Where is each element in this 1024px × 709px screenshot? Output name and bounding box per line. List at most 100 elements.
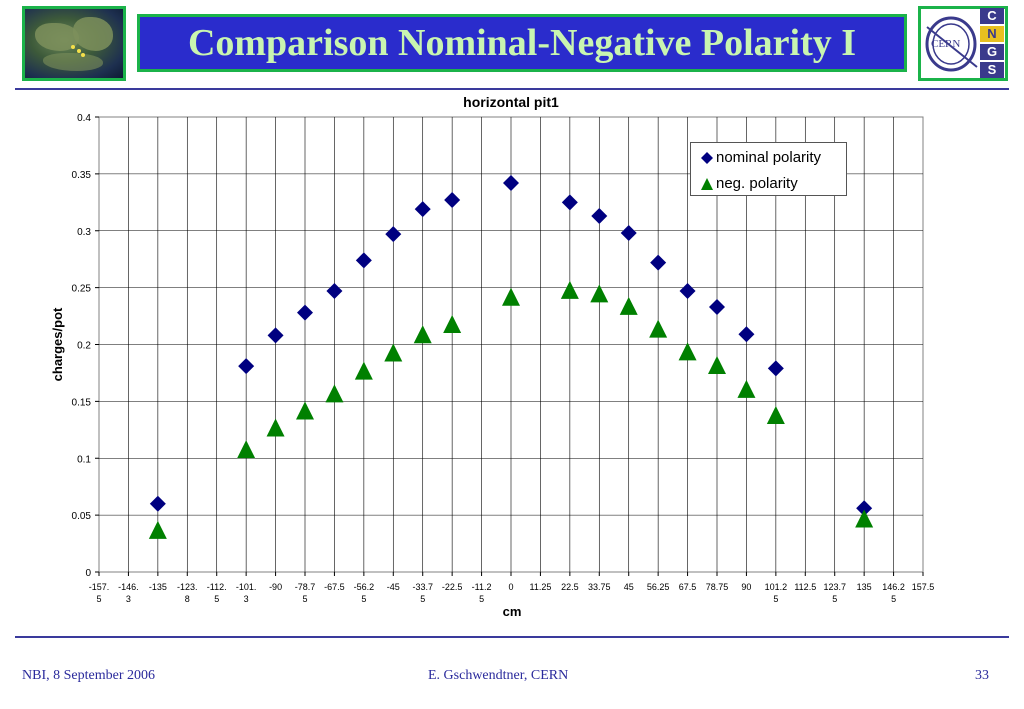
- legend-item-nominal: nominal polarity: [701, 149, 821, 166]
- negative-polarity-point: [619, 296, 638, 315]
- cngs-letter: N: [980, 26, 1004, 42]
- x-tick-label: 0: [508, 582, 513, 592]
- nominal-polarity-point: [385, 226, 402, 243]
- x-tick-label: 67.5: [679, 582, 697, 592]
- nominal-polarity-point: [414, 201, 431, 218]
- cngs-letter: C: [980, 8, 1004, 24]
- y-tick-label: 0.35: [72, 170, 92, 181]
- x-tick-label: -123. 8: [177, 582, 198, 604]
- nominal-polarity-point: [149, 495, 166, 512]
- legend-item-negative: neg. polarity: [701, 175, 798, 192]
- x-tick-label: -45: [387, 582, 400, 592]
- x-tick-label: -101. 3: [236, 582, 257, 604]
- x-tick-label: -56.2 5: [354, 582, 375, 604]
- negative-polarity-point: [678, 342, 697, 361]
- x-tick-label: 22.5: [561, 582, 579, 592]
- nominal-polarity-point: [297, 304, 313, 321]
- nominal-polarity-point: [355, 252, 372, 269]
- nominal-polarity-point: [856, 500, 873, 517]
- nominal-polarity-point: [620, 225, 637, 242]
- y-axis-label: charges/pot: [50, 307, 65, 381]
- negative-polarity-point: [443, 315, 462, 334]
- negative-polarity-point: [649, 319, 668, 338]
- y-tick-label: 0.15: [72, 397, 92, 408]
- negative-polarity-point: [266, 418, 285, 437]
- y-tick-label: 0.1: [77, 454, 91, 465]
- y-tick-label: 0.2: [77, 341, 91, 352]
- x-tick-label: 123.7 5: [823, 582, 846, 604]
- nominal-polarity-point: [767, 360, 784, 377]
- y-tick-label: 0: [85, 568, 91, 579]
- nominal-polarity-point: [238, 358, 255, 375]
- x-tick-label: -11.2 5: [472, 582, 492, 604]
- negative-polarity-point: [708, 355, 726, 374]
- x-tick-label: -33.7 5: [412, 582, 433, 604]
- footer-divider: [15, 636, 1009, 638]
- x-tick-label: -112. 5: [207, 582, 227, 604]
- x-tick-label: -157. 5: [89, 582, 110, 604]
- x-tick-label: -90: [269, 582, 282, 592]
- nominal-polarity-point: [738, 326, 755, 343]
- negative-polarity-point: [737, 379, 756, 398]
- negative-polarity-point: [502, 287, 520, 306]
- x-tick-label: -67.5: [324, 582, 345, 592]
- nominal-polarity-point: [503, 174, 519, 191]
- negative-polarity-point: [237, 440, 256, 459]
- negative-polarity-point: [325, 384, 344, 403]
- legend-label: neg. polarity: [716, 175, 798, 192]
- negative-polarity-point: [384, 343, 403, 362]
- x-tick-label: 56.25: [647, 582, 670, 592]
- slide-title-banner: Comparison Nominal-Negative Polarity I: [137, 14, 907, 72]
- negative-polarity-point: [590, 284, 609, 303]
- x-tick-label: 157.5: [912, 582, 935, 592]
- nominal-polarity-point: [326, 283, 343, 300]
- x-tick-label: -135: [149, 582, 167, 592]
- cern-logo-text: CERN: [931, 38, 960, 50]
- nominal-polarity-point: [591, 207, 608, 224]
- x-tick-label: 11.25: [529, 582, 551, 592]
- footer-author: E. Gschwendtner, CERN: [428, 668, 569, 683]
- cngs-letter: G: [980, 44, 1004, 60]
- nominal-polarity-point: [267, 327, 284, 344]
- header-divider: [15, 88, 1009, 90]
- slide-number: 33: [975, 668, 989, 683]
- x-tick-label: 146.2 5: [882, 582, 905, 604]
- slide-title: Comparison Nominal-Negative Polarity I: [187, 22, 857, 64]
- nominal-polarity-point: [709, 298, 725, 315]
- x-tick-label: -78.7 5: [295, 582, 316, 604]
- y-tick-label: 0.4: [77, 113, 91, 124]
- cngs-letter: S: [980, 62, 1004, 78]
- nominal-polarity-point: [561, 194, 578, 211]
- negative-polarity-point: [766, 406, 785, 425]
- x-tick-label: 101.2 5: [765, 582, 788, 604]
- chart-legend: nominal polarity neg. polarity: [690, 142, 847, 196]
- chart-title: horizontal pit1: [463, 94, 559, 110]
- x-tick-label: 112.5: [794, 582, 816, 592]
- nominal-polarity-point: [444, 192, 461, 209]
- x-tick-label: 78.75: [706, 582, 729, 592]
- y-tick-label: 0.25: [72, 284, 92, 295]
- negative-polarity-point: [413, 325, 432, 344]
- negative-polarity-point: [148, 520, 167, 539]
- nominal-polarity-point: [679, 283, 696, 300]
- triangle-marker-icon: [701, 177, 713, 190]
- negative-polarity-point: [855, 509, 874, 528]
- footer-date: NBI, 8 September 2006: [22, 668, 155, 683]
- y-tick-label: 0.3: [77, 227, 91, 238]
- x-tick-label: 135: [857, 582, 872, 592]
- negative-polarity-point: [296, 401, 314, 420]
- cngs-letters: C N G S: [980, 8, 1004, 80]
- cern-emblem-icon: CERN: [925, 16, 978, 72]
- nominal-polarity-point: [650, 254, 667, 271]
- scatter-chart: 0 0.05 0.1 0.15 0.2 0.25 0.3 0.35 0.4 -157. 5 -146.…: [50, 94, 935, 619]
- x-tick-label: 45: [624, 582, 634, 592]
- negative-polarity-point: [560, 280, 579, 299]
- x-tick-label: 33.75: [588, 582, 611, 592]
- y-tick-label: 0.05: [72, 511, 92, 522]
- diamond-marker-icon: [701, 151, 713, 164]
- negative-polarity-point: [354, 361, 373, 380]
- x-axis-label: cm: [503, 604, 522, 619]
- legend-label: nominal polarity: [716, 149, 822, 166]
- x-tick-label: 90: [741, 582, 751, 592]
- x-tick-label: -22.5: [442, 582, 463, 592]
